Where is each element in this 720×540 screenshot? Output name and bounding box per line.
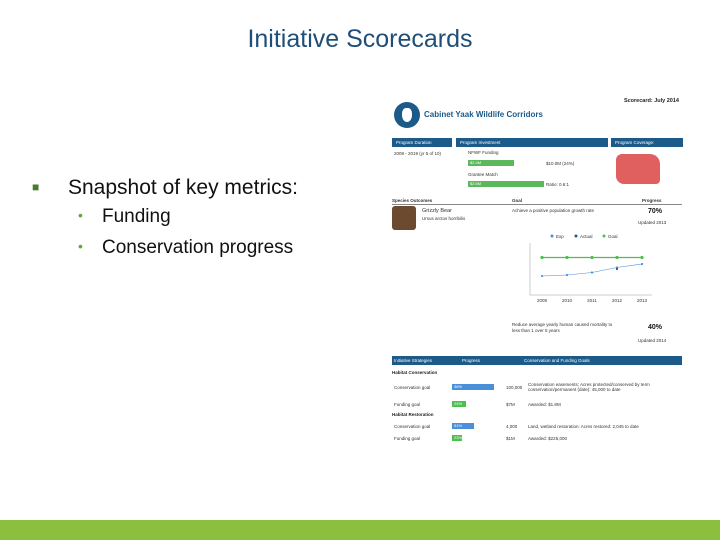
row-label: Conservation goal: [394, 424, 431, 429]
data-point: [540, 255, 544, 260]
legend-goal-swatch: [602, 234, 606, 238]
row-amount: 4,000: [506, 424, 518, 429]
slide-title: Initiative Scorecards: [247, 25, 473, 53]
progress-line-chart: Exp Actual Goal 2009 2010 2011 2012 2013: [529, 234, 652, 303]
goal2-line2: less than 1 over 5 years: [512, 328, 560, 333]
goal-header: Goal: [512, 198, 523, 203]
series-line: [541, 263, 643, 277]
dot-bullet-icon: •: [78, 207, 83, 223]
investment-header: Program Investment: [456, 138, 608, 147]
data-point: [615, 267, 619, 271]
data-point: [640, 255, 644, 260]
chart-legend: Exp Actual Goal: [550, 234, 618, 239]
progress-pct-1: 70%: [648, 208, 663, 215]
strategy-header: Initiative Strategies: [394, 356, 433, 365]
species-header: Species Outcomes: [392, 198, 433, 203]
species-name: Grizzly Bear: [422, 208, 452, 214]
updated-2: Updated 2014: [638, 338, 667, 343]
row-desc: Awarded: $225,000: [528, 436, 567, 441]
data-point: [615, 255, 619, 260]
us-map-icon: [616, 154, 660, 184]
duration-header: Program Duration: [392, 138, 452, 147]
x-tick-label: 2010: [562, 298, 573, 303]
goal-text: Achieve a positive population growth rat…: [512, 208, 595, 213]
sub-bullet-funding: • Funding: [78, 206, 171, 227]
legend-exp-swatch: [550, 234, 554, 238]
grantee-label: Grantee Match: [468, 172, 498, 177]
species-latin: Ursus arctos horribilis: [422, 216, 466, 221]
square-bullet-icon: ■: [32, 180, 40, 194]
grantee-bar: $2.6M: [468, 181, 544, 187]
data-point: [565, 273, 569, 277]
nfwf-label: NFWF Funding: [468, 150, 499, 155]
bullet-text: Snapshot of key metrics:: [68, 176, 298, 199]
data-point: [540, 274, 544, 278]
grizzly-bear-photo: [392, 206, 416, 230]
section-habitat-restoration: Habitat Restoration: [392, 412, 434, 417]
nfwf-bar: $2.4M: [468, 160, 514, 166]
coverage-header: Program Coverage:: [611, 138, 683, 147]
legend-goal-label: Goal: [608, 234, 618, 239]
divider: [392, 204, 682, 205]
nfwf-total: $10.0M (24%): [546, 161, 575, 166]
section-habitat-conservation: Habitat Conservation: [392, 370, 438, 375]
strategy-goals-header: Conservation and Funding Goals: [524, 356, 590, 365]
goal2-line1: Reduce average yearly human caused morta…: [512, 322, 613, 327]
nfwf-logo-icon: [394, 102, 420, 128]
legend-actual-swatch: [574, 234, 578, 238]
ratio: Ratio: 0.6:1: [546, 182, 570, 187]
row-bar: 38%: [452, 384, 494, 390]
x-tick-label: 2009: [537, 298, 548, 303]
data-point: [590, 255, 594, 260]
dot-bullet-icon: •: [78, 238, 83, 254]
row-desc: Awarded: $1.8M: [528, 402, 561, 407]
row-amount: $7M: [506, 402, 515, 407]
row-label: Funding goal: [394, 436, 421, 441]
data-point: [590, 271, 594, 274]
progress-header: Progress: [642, 198, 662, 203]
x-tick-label: 2011: [587, 298, 597, 303]
row-label: Funding goal: [394, 402, 421, 407]
x-tick-label: 2012: [612, 298, 623, 303]
row-label: Conservation goal: [394, 385, 431, 390]
row-desc: Conservation easements; Acres protected/…: [528, 382, 650, 392]
sub-bullet-conservation: • Conservation progress: [78, 237, 294, 258]
row-bar: 24%: [452, 401, 466, 407]
progress-pct-2: 40%: [648, 324, 663, 331]
data-point: [640, 262, 644, 266]
x-tick-label: 2013: [637, 298, 648, 303]
scorecard-date: Scorecard: July 2014: [623, 98, 679, 104]
footer-accent-bar: [0, 520, 720, 540]
strategy-progress-header: Progress: [462, 356, 481, 365]
row-bar: 23%: [452, 435, 463, 441]
duration-value: 2009 - 2019 (yr 5 of 10): [394, 151, 442, 156]
scorecard-image: Cabinet Yaak Wildlife Corridors Scorecar…: [390, 94, 685, 446]
program-name: Cabinet Yaak Wildlife Corridors: [424, 110, 543, 119]
row-amount: 100,000: [506, 385, 523, 390]
updated-1: Updated 2013: [638, 220, 667, 225]
data-point: [565, 255, 569, 260]
row-amount: $1M: [506, 436, 515, 441]
row-bar: 51%: [452, 423, 474, 429]
legend-exp-label: Exp: [556, 234, 564, 239]
row-desc: Land, wetland restoration: Acres restore…: [528, 424, 639, 429]
legend-actual-label: Actual: [580, 234, 593, 239]
